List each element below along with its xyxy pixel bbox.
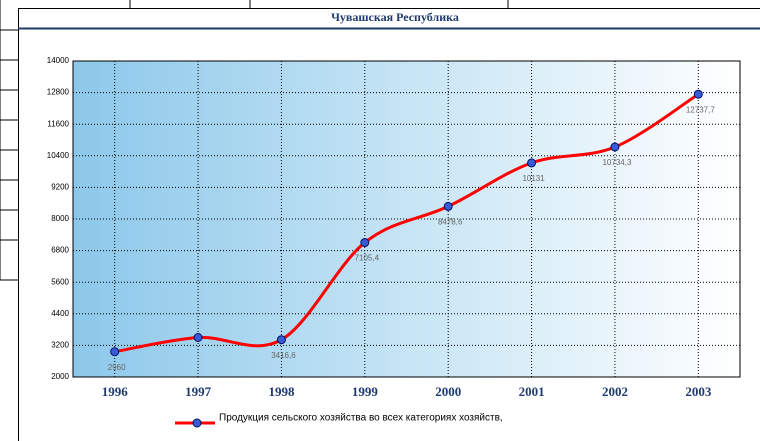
data-point — [110, 347, 120, 357]
data-point — [193, 333, 203, 342]
x-tick-label: 2001 — [519, 384, 545, 399]
y-tick-label: 9200 — [51, 183, 69, 192]
data-label: 3416,6 — [271, 351, 296, 360]
data-point — [527, 158, 537, 168]
background-table — [0, 0, 509, 281]
y-tick-label: 6800 — [51, 246, 69, 255]
x-tick-label: 2003 — [685, 384, 712, 399]
y-tick-label: 3200 — [51, 341, 69, 350]
y-tick-label: 2000 — [51, 372, 69, 381]
y-tick-label: 4400 — [51, 309, 69, 318]
x-tick-label: 2002 — [602, 384, 628, 399]
y-tick-label: 5600 — [51, 277, 69, 286]
data-label: 8478,6 — [438, 218, 463, 227]
x-tick-label: 1999 — [352, 384, 379, 399]
data-point — [693, 89, 703, 99]
data-point — [276, 335, 286, 345]
data-label: 10734,3 — [602, 158, 631, 167]
y-tick-label: 12800 — [47, 88, 70, 97]
data-label: 7105,4 — [355, 254, 380, 263]
data-label: 12737,7 — [686, 105, 715, 114]
data-point — [360, 238, 370, 248]
data-point — [443, 201, 453, 211]
chart-title: Чувашская Республика — [331, 10, 459, 24]
data-label: 2960 — [108, 363, 126, 372]
x-tick-label: 1996 — [102, 384, 129, 399]
data-label: 10131 — [522, 174, 545, 183]
y-tick-label: 11600 — [47, 119, 69, 128]
y-tick-label: 8000 — [51, 214, 69, 223]
y-tick-label: 14000 — [47, 56, 70, 65]
x-tick-label: 2000 — [435, 384, 461, 399]
x-tick-label: 1998 — [268, 384, 295, 399]
y-tick-label: 10400 — [47, 151, 70, 160]
legend-label: Продукция сельского хозяйства во всех ка… — [219, 413, 503, 424]
data-point — [610, 142, 620, 152]
x-tick-label: 1997 — [185, 384, 212, 399]
legend-marker — [192, 418, 202, 428]
series-line — [114, 92, 700, 354]
